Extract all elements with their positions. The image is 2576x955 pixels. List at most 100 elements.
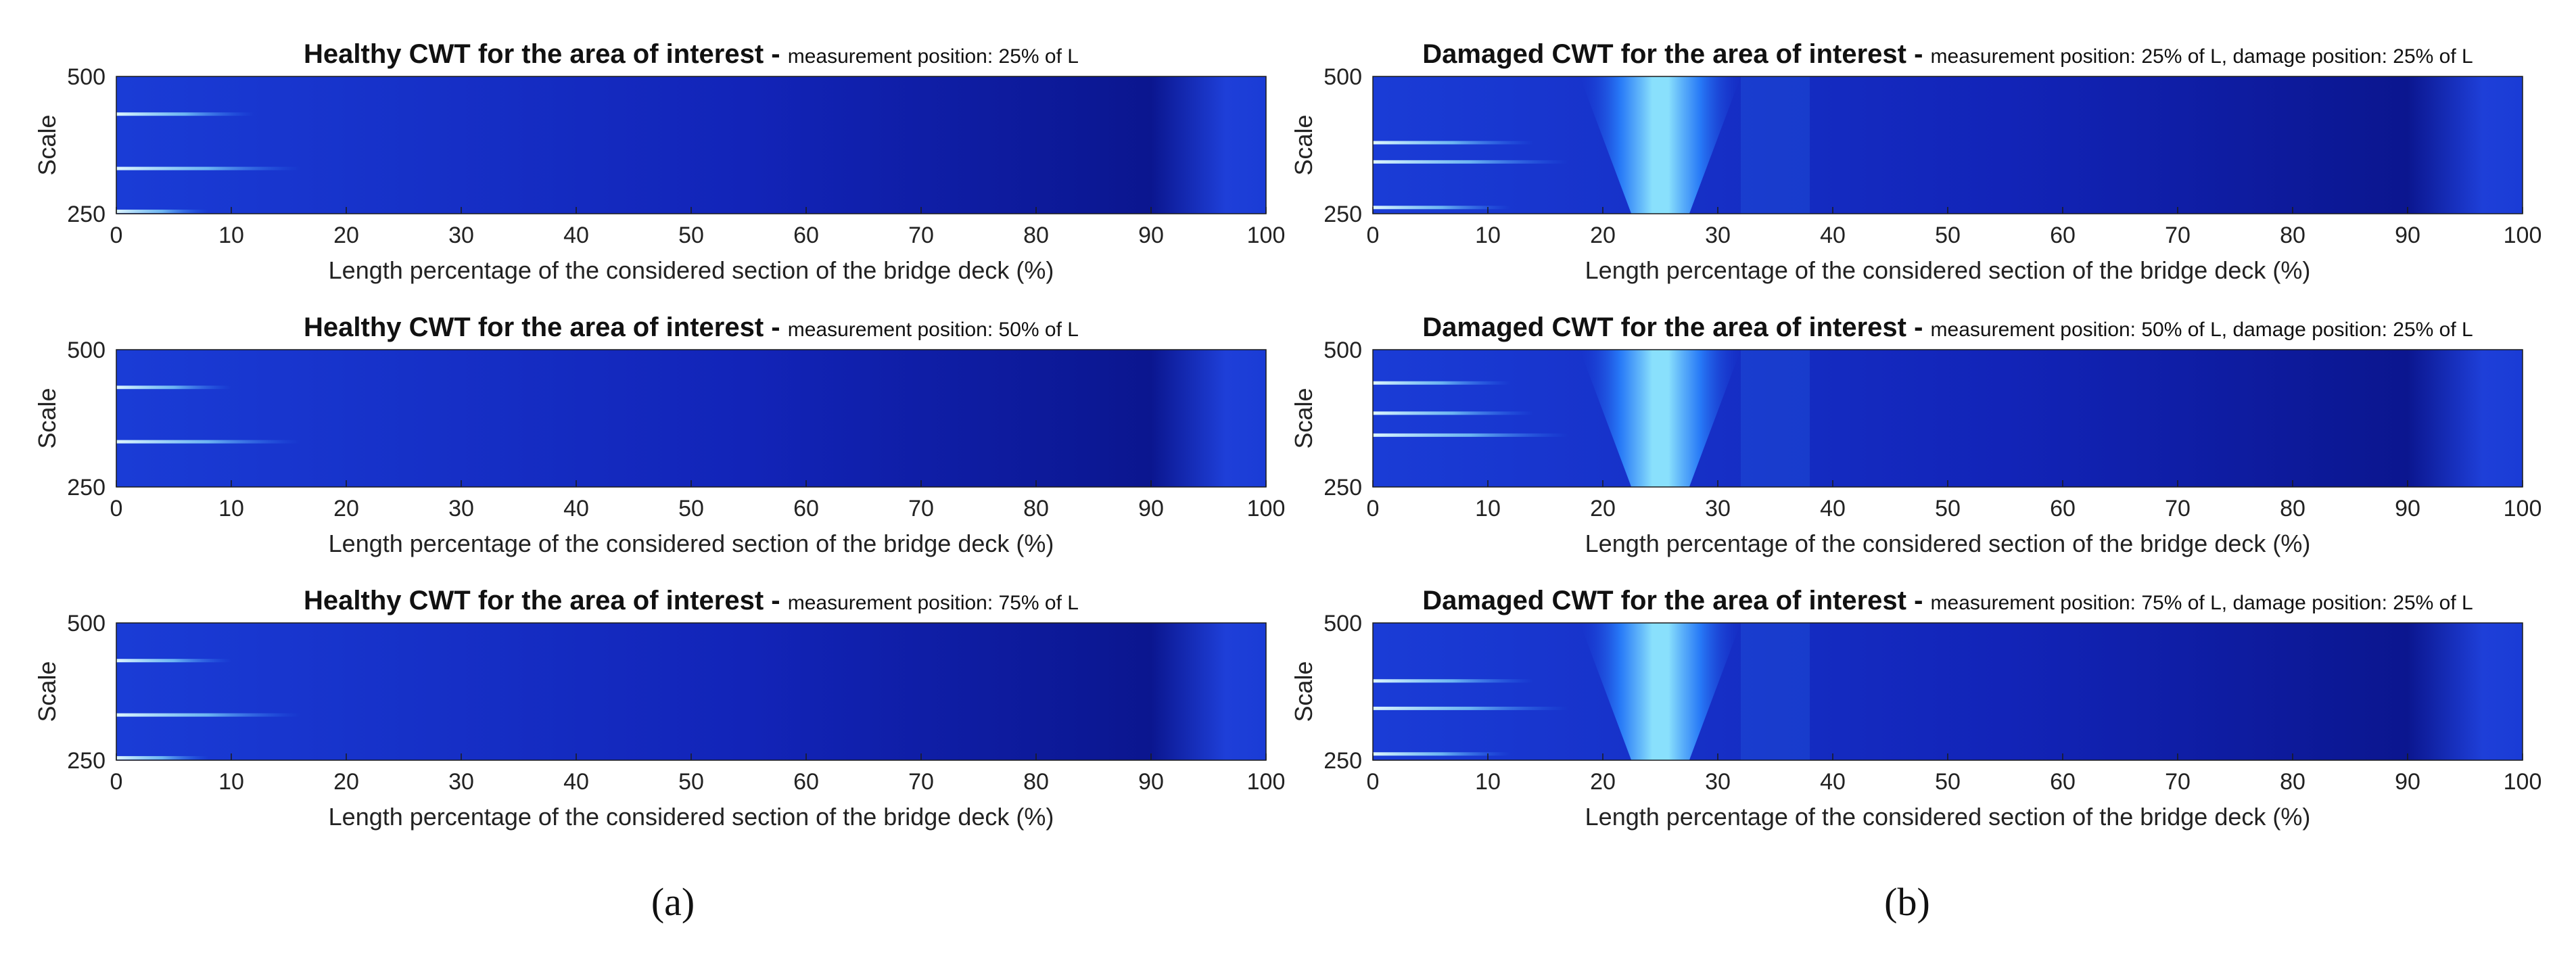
heatmap-streak xyxy=(1373,752,1511,756)
heatmap-streak xyxy=(1373,160,1568,164)
x-tick-label: 90 xyxy=(2395,223,2420,248)
x-tick-label: 40 xyxy=(563,223,589,248)
y-tick-label: 500 xyxy=(1324,337,1362,363)
heatmap-streak xyxy=(1373,433,1568,437)
chart-title: Damaged CWT for the area of interest - m… xyxy=(1422,39,2473,69)
damage-side-lobe xyxy=(1741,76,1810,214)
x-tick-label: 50 xyxy=(678,496,704,521)
x-tick-label: 100 xyxy=(1247,769,1286,795)
chart-subtitle: measurement position: 50% of L, damage p… xyxy=(1931,319,2473,341)
y-tick-label: 250 xyxy=(67,748,106,774)
x-tick-label: 0 xyxy=(1367,496,1380,521)
x-tick-label: 80 xyxy=(1023,769,1049,795)
x-tick-label: 90 xyxy=(2395,769,2420,795)
x-tick-label: 0 xyxy=(110,223,123,248)
x-tick-label: 40 xyxy=(563,769,589,795)
chart-subtitle: measurement position: 25% of L xyxy=(788,45,1079,68)
x-tick-label: 70 xyxy=(908,223,934,248)
x-tick-label: 0 xyxy=(110,769,123,795)
heatmap-streak xyxy=(116,166,300,170)
x-tick-label: 40 xyxy=(1820,496,1846,521)
x-tick-label: 70 xyxy=(908,769,934,795)
panel-label-a: (a) xyxy=(651,880,695,924)
x-axis-label: Length percentage of the considered sect… xyxy=(1585,530,2311,557)
chart-title: Healthy CWT for the area of interest - m… xyxy=(304,39,1079,69)
y-tick-label: 500 xyxy=(67,64,106,90)
x-tick-label: 100 xyxy=(2504,496,2542,521)
x-tick-label: 30 xyxy=(448,223,474,248)
y-axis-label: Scale xyxy=(33,661,61,722)
x-tick-label: 50 xyxy=(1935,769,1961,795)
x-tick-label: 80 xyxy=(2280,496,2305,521)
heatmap-streak xyxy=(1373,141,1534,145)
x-tick-label: 20 xyxy=(333,223,359,248)
x-tick-label: 80 xyxy=(2280,769,2305,795)
x-tick-label: 30 xyxy=(448,496,474,521)
x-tick-label: 30 xyxy=(1705,496,1731,521)
damage-band xyxy=(1580,76,1741,214)
x-tick-label: 40 xyxy=(1820,769,1846,795)
heatmap-streak xyxy=(1373,381,1511,385)
y-tick-label: 500 xyxy=(1324,64,1362,90)
x-tick-label: 20 xyxy=(1590,223,1616,248)
damage-band xyxy=(1580,623,1741,760)
cwt-chart-5: 0 10 20 30 40 50 60 70 80 90 100 250 500 Scale Length … xyxy=(1290,312,2542,557)
x-tick-label: 70 xyxy=(908,496,934,521)
y-tick-label: 500 xyxy=(67,611,106,636)
x-axis-label: Length percentage of the considered sect… xyxy=(329,803,1054,831)
x-tick-label: 60 xyxy=(2050,496,2076,521)
x-tick-label: 100 xyxy=(1247,496,1286,521)
chart-subtitle: measurement position: 50% of L xyxy=(788,319,1079,341)
x-tick-label: 90 xyxy=(1138,769,1164,795)
x-tick-label: 10 xyxy=(218,223,244,248)
heatmap-streak xyxy=(116,755,208,760)
y-tick-label: 250 xyxy=(1324,202,1362,227)
x-axis-label: Length percentage of the considered sect… xyxy=(1585,256,2311,284)
x-axis-label: Length percentage of the considered sect… xyxy=(1585,803,2311,831)
x-tick-label: 70 xyxy=(2165,223,2191,248)
chart-title-main: Healthy CWT for the area of interest - xyxy=(304,586,788,615)
y-tick-label: 500 xyxy=(1324,611,1362,636)
x-tick-label: 10 xyxy=(1475,223,1501,248)
x-tick-label: 60 xyxy=(2050,769,2076,795)
panel-label-b: (b) xyxy=(1884,880,1930,924)
heatmap-streak xyxy=(1373,206,1511,210)
heatmap-field xyxy=(1373,76,2523,214)
x-tick-label: 0 xyxy=(110,496,123,521)
x-tick-label: 100 xyxy=(1247,223,1286,248)
x-tick-label: 0 xyxy=(1367,769,1380,795)
heatmap-field xyxy=(1373,623,2523,760)
x-tick-label: 60 xyxy=(793,769,819,795)
damage-side-lobe xyxy=(1741,623,1810,760)
y-tick-label: 250 xyxy=(67,475,106,500)
heatmap-field xyxy=(116,350,1266,487)
x-tick-label: 60 xyxy=(793,223,819,248)
x-tick-label: 10 xyxy=(1475,769,1501,795)
x-tick-label: 90 xyxy=(2395,496,2420,521)
chart-title-main: Healthy CWT for the area of interest - xyxy=(304,39,788,69)
y-tick-label: 250 xyxy=(67,202,106,227)
x-tick-label: 70 xyxy=(2165,769,2191,795)
chart-subtitle: measurement position: 75% of L xyxy=(788,592,1079,614)
x-tick-label: 40 xyxy=(1820,223,1846,248)
x-tick-label: 0 xyxy=(1367,223,1380,248)
heatmap-streak xyxy=(116,386,231,390)
x-tick-label: 20 xyxy=(1590,769,1616,795)
x-tick-label: 90 xyxy=(1138,496,1164,521)
x-tick-label: 60 xyxy=(2050,223,2076,248)
heatmap-streak xyxy=(116,659,231,663)
x-tick-label: 40 xyxy=(563,496,589,521)
cwt-chart-4: 0 10 20 30 40 50 60 70 80 90 100 250 500 Scale Length … xyxy=(1290,39,2542,284)
x-tick-label: 30 xyxy=(448,769,474,795)
x-tick-label: 20 xyxy=(333,769,359,795)
heatmap-field xyxy=(1373,350,2523,487)
damage-side-lobe xyxy=(1741,350,1810,487)
chart-title-main: Damaged CWT for the area of interest - xyxy=(1422,586,1930,615)
y-tick-label: 500 xyxy=(67,337,106,363)
chart-subtitle: measurement position: 25% of L, damage p… xyxy=(1931,45,2473,68)
chart-title: Healthy CWT for the area of interest - m… xyxy=(304,312,1079,342)
x-axis-label: Length percentage of the considered sect… xyxy=(329,256,1054,284)
